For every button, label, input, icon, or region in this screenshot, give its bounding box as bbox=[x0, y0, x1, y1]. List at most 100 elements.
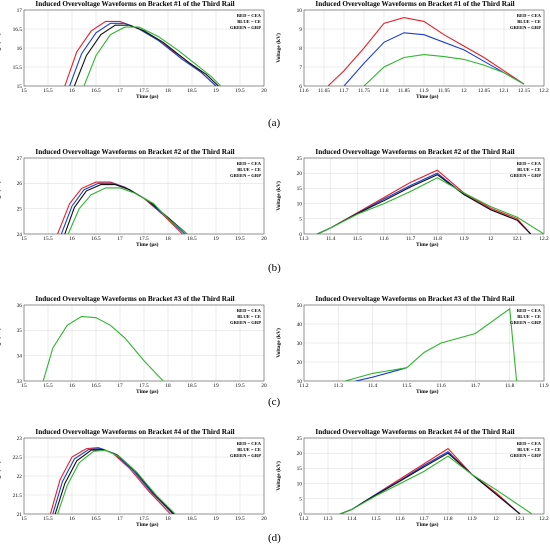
x-tick-label: 11.7 bbox=[406, 236, 416, 242]
y-tick-label: 5 bbox=[299, 217, 302, 223]
y-tick-label: 33 bbox=[17, 379, 23, 385]
legend: RED = CEA BLUE = CE GREEN = GRP bbox=[510, 308, 541, 326]
y-tick-label: 25 bbox=[297, 156, 303, 162]
x-tick-label: 11.95 bbox=[438, 88, 450, 94]
x-tick-label: 11.3 bbox=[299, 236, 309, 242]
series-line-red bbox=[327, 17, 525, 86]
x-tick-label: 18.5 bbox=[187, 236, 197, 242]
x-tick-label: 18 bbox=[165, 516, 171, 522]
chart-panel-c-left: Induced Overvoltage Waveforms on Bracket… bbox=[0, 295, 270, 395]
x-tick-label: 18.5 bbox=[187, 88, 197, 94]
y-axis-label: Voltage (kV) bbox=[0, 181, 2, 211]
y-tick-label: 36 bbox=[17, 303, 23, 309]
legend-entry: BLUE = CE bbox=[517, 167, 541, 172]
y-tick-label: 15.5 bbox=[13, 65, 23, 71]
y-axis-label: Voltage (kV) bbox=[275, 181, 282, 211]
x-tick-label: 11.5 bbox=[353, 236, 363, 242]
series-line-green bbox=[344, 307, 518, 381]
legend-entry: GREEN = GRP bbox=[230, 453, 261, 458]
y-tick-label: 10 bbox=[297, 481, 303, 487]
y-tick-label: 22.5 bbox=[13, 455, 23, 461]
y-tick-label: 5 bbox=[299, 497, 302, 503]
plot-frame bbox=[303, 157, 545, 235]
x-tick-label: 15.5 bbox=[43, 236, 53, 242]
chart-title: Induced Overvoltage Waveforms on Bracket… bbox=[315, 428, 515, 436]
legend-entry: RED = CEA bbox=[236, 441, 261, 446]
y-axis-label: Voltage (kV) bbox=[275, 33, 282, 63]
x-tick-label: 11.6 bbox=[379, 236, 389, 242]
chart-title: Induced Overvoltage Waveforms on Bracket… bbox=[315, 148, 515, 156]
x-tick-label: 11.4 bbox=[326, 236, 336, 242]
y-tick-label: 16.5 bbox=[13, 27, 23, 33]
x-tick-label: 16 bbox=[69, 236, 75, 242]
x-tick-label: 18.5 bbox=[187, 516, 197, 522]
x-tick-label: 20 bbox=[261, 88, 267, 94]
y-tick-label: 6 bbox=[299, 84, 302, 90]
y-tick-label: 15 bbox=[297, 466, 303, 472]
y-tick-label: 27 bbox=[17, 156, 23, 162]
series-line-green bbox=[339, 455, 533, 514]
legend-entry: BLUE = CE bbox=[517, 447, 541, 452]
y-tick-label: 17 bbox=[17, 8, 23, 14]
y-axis-label: Voltage (kV) bbox=[275, 328, 282, 358]
y-tick-label: 21 bbox=[17, 512, 23, 518]
x-tick-label: 17.5 bbox=[139, 516, 149, 522]
x-tick-label: 16.5 bbox=[91, 383, 101, 389]
x-axis-label: Time (μs) bbox=[416, 389, 439, 395]
plot-frame bbox=[23, 9, 265, 87]
y-axis-label: Voltage (kV) bbox=[275, 461, 282, 491]
series-line-green bbox=[42, 315, 164, 381]
y-tick-label: 21.5 bbox=[13, 493, 23, 499]
x-tick-label: 15 bbox=[21, 88, 27, 94]
plot-frame bbox=[303, 437, 545, 515]
x-axis-label: Time (μs) bbox=[136, 94, 159, 100]
x-tick-label: 17 bbox=[117, 383, 123, 389]
legend: RED = CEA BLUE = CE GREEN = GRP bbox=[230, 308, 261, 326]
x-tick-label: 19.5 bbox=[235, 516, 245, 522]
caption-c: (c) bbox=[268, 396, 281, 408]
y-tick-label: 10 bbox=[297, 379, 303, 385]
legend: RED = CEA BLUE = CE GREEN = GRP bbox=[510, 13, 541, 31]
x-tick-label: 12 bbox=[488, 236, 494, 242]
series-line-red bbox=[57, 181, 183, 234]
chart-title: Induced Overvoltage Waveforms on Bracket… bbox=[35, 428, 235, 436]
x-tick-label: 12.1 bbox=[499, 88, 509, 94]
legend-entry: GREEN = GRP bbox=[230, 25, 261, 30]
chart-title: Induced Overvoltage Waveforms on Bracket… bbox=[35, 148, 235, 156]
legend-entry: RED = CEA bbox=[236, 13, 261, 18]
x-tick-label: 19.5 bbox=[235, 236, 245, 242]
legend-entry: RED = CEA bbox=[516, 308, 541, 313]
plot-svg: 11.6 11.65 11.7 11.75 11.8 11.85 11.9 11.95 12 12… bbox=[297, 8, 549, 94]
x-tick-label: 12 bbox=[493, 516, 499, 522]
y-tick-label: 10 bbox=[297, 201, 303, 207]
series-line-green bbox=[83, 26, 222, 86]
series-line-green bbox=[67, 187, 188, 234]
y-tick-label: 23 bbox=[17, 436, 23, 442]
legend: RED = CEA BLUE = CE GREEN = GRP bbox=[230, 161, 261, 179]
x-axis-label: Time (μs) bbox=[136, 242, 159, 248]
x-tick-label: 18 bbox=[165, 236, 171, 242]
y-tick-label: 34 bbox=[17, 353, 23, 359]
y-tick-label: 35 bbox=[17, 328, 23, 334]
x-tick-label: 15 bbox=[21, 383, 27, 389]
x-tick-label: 19 bbox=[213, 88, 219, 94]
x-tick-label: 12.2 bbox=[539, 88, 549, 94]
x-tick-label: 18 bbox=[165, 383, 171, 389]
series-line-red bbox=[339, 447, 521, 514]
plot-svg: 11.2 11.3 11.4 11.5 11.6 11.7 11.8 11.9 10 20 30 40… bbox=[297, 303, 549, 389]
x-tick-label: 17.5 bbox=[139, 383, 149, 389]
plot-frame bbox=[303, 304, 545, 382]
plot-svg: 11.3 11.4 11.5 11.6 11.7 11.8 11.9 12 12.1 12.2 0 5… bbox=[297, 156, 549, 242]
x-axis-label: Time (μs) bbox=[136, 522, 159, 528]
x-axis-label: Time (μs) bbox=[136, 389, 159, 395]
x-tick-label: 11.8 bbox=[379, 88, 389, 94]
x-axis-label: Time (μs) bbox=[416, 242, 439, 248]
x-tick-label: 11.9 bbox=[419, 88, 429, 94]
series-line-black bbox=[64, 184, 188, 234]
series-line-blue bbox=[339, 451, 521, 514]
y-tick-label: 9 bbox=[299, 27, 302, 33]
x-tick-label: 16 bbox=[69, 516, 75, 522]
chart-panel-d-right: Induced Overvoltage Waveforms on Bracket… bbox=[276, 428, 550, 528]
x-tick-label: 11.4 bbox=[347, 516, 357, 522]
x-tick-label: 18.5 bbox=[187, 383, 197, 389]
